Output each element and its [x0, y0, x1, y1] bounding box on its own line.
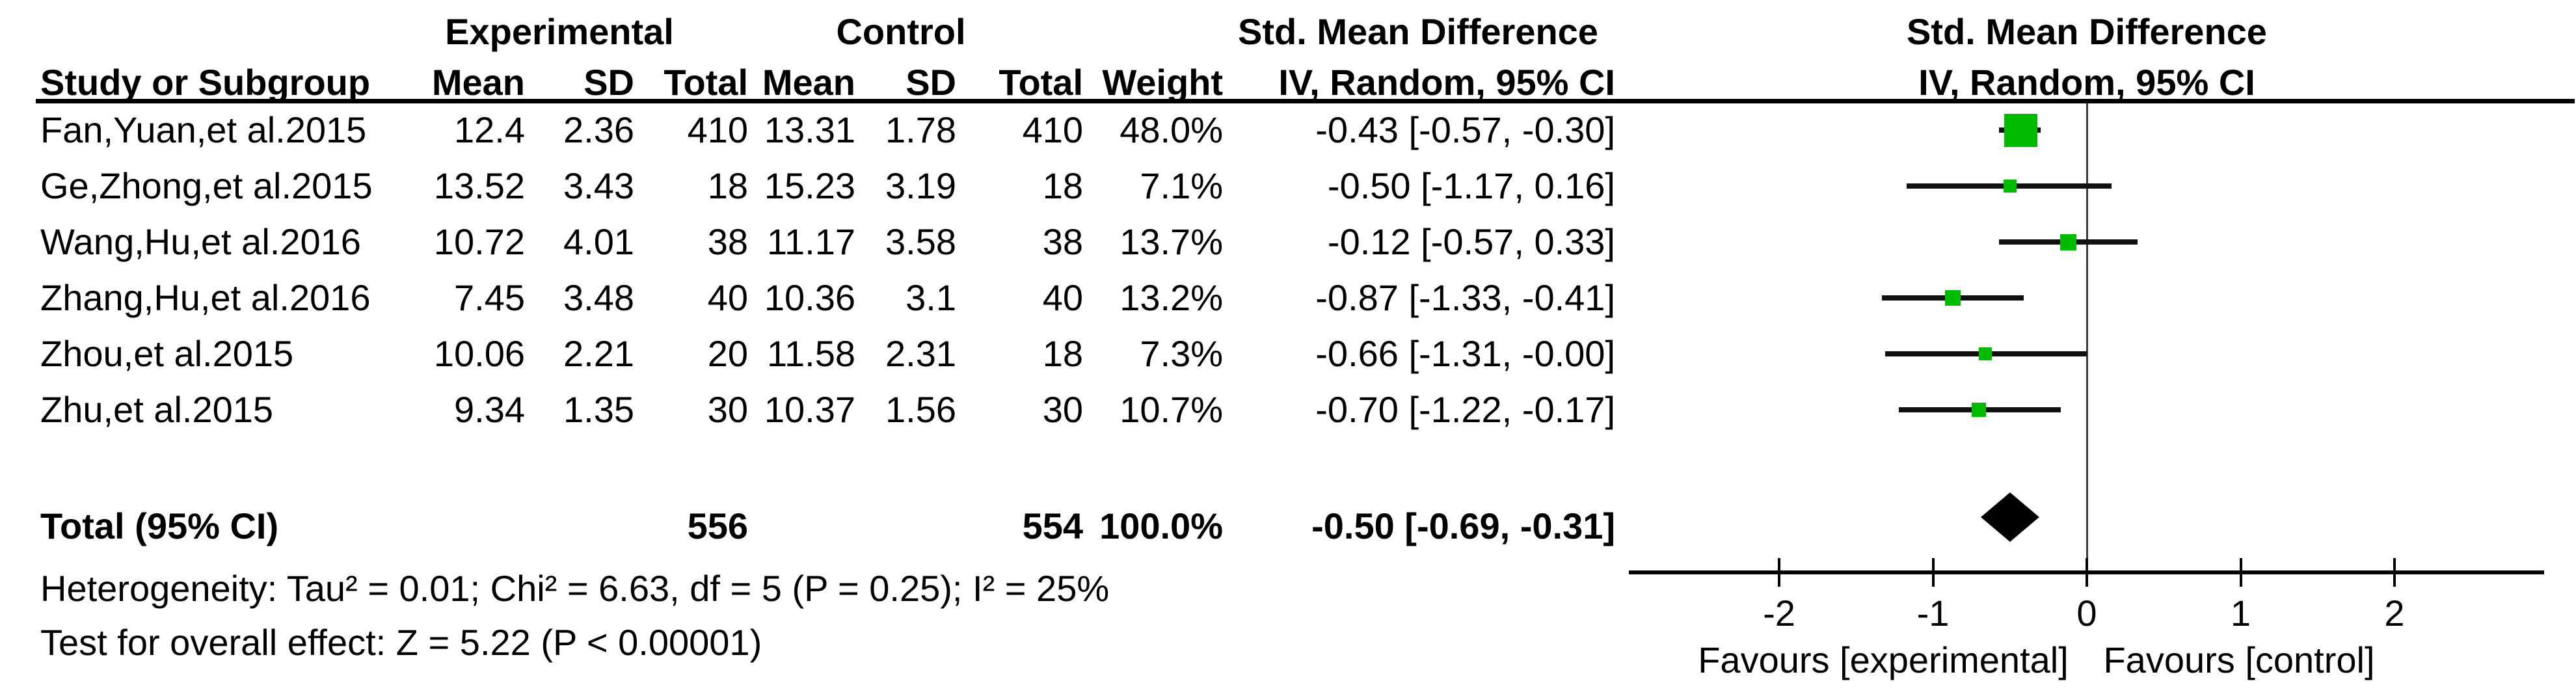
weight-cell: 7.3%: [1140, 333, 1223, 374]
exp-sd-cell: 2.36: [563, 109, 634, 150]
exp-total-cell: 410: [687, 109, 748, 150]
column-group-experimental: Experimental: [445, 11, 674, 52]
study-label: Ge,Zhong,et al.2015: [40, 165, 373, 206]
ctrl-sd-cell: 2.31: [885, 333, 956, 374]
exp-mean-cell: 10.72: [433, 221, 525, 262]
column-header-method-left: IV, Random, 95% CI: [1278, 62, 1615, 103]
weight-cell: 7.1%: [1140, 165, 1223, 206]
exp-sd-cell: 2.21: [563, 333, 634, 374]
ctrl-total-cell: 18: [1042, 165, 1083, 206]
x-axis-tick-label: 2: [2384, 593, 2405, 634]
column-header-exp-sd: SD: [584, 62, 634, 103]
ctrl-total-cell: 38: [1042, 221, 1083, 262]
ctrl-sd-cell: 1.78: [885, 109, 956, 150]
effect-header-plot: Std. Mean Difference: [1907, 11, 2267, 52]
column-header-weight: Weight: [1102, 62, 1223, 103]
ctrl-total-cell: 30: [1042, 389, 1083, 430]
exp-mean-cell: 9.34: [454, 389, 525, 430]
ctrl-total-cell: 18: [1042, 333, 1083, 374]
column-header-ctrl-total: Total: [999, 62, 1083, 103]
header-rule: [36, 99, 2575, 103]
study-point-square: [2003, 180, 2017, 193]
x-axis-tick-label: 0: [2076, 593, 2097, 634]
study-point-square: [2060, 234, 2077, 250]
column-group-control: Control: [836, 11, 966, 52]
study-label: Zhang,Hu,et al.2016: [40, 277, 371, 318]
column-header-method-plot: IV, Random, 95% CI: [1918, 62, 2255, 103]
ci-text-cell: -0.43 [-0.57, -0.30]: [1315, 109, 1615, 150]
ctrl-sd-cell: 3.19: [885, 165, 956, 206]
study-label: Zhu,et al.2015: [40, 389, 274, 430]
weight-cell: 10.7%: [1120, 389, 1223, 430]
exp-total-cell: 30: [707, 389, 748, 430]
ctrl-mean-cell: 15.23: [764, 165, 855, 206]
exp-sd-cell: 3.48: [563, 277, 634, 318]
study-point-square: [1945, 290, 1961, 306]
ci-text-cell: -0.50 [-1.17, 0.16]: [1327, 165, 1615, 206]
exp-total-cell: 40: [707, 277, 748, 318]
favours-experimental-label: Favours [experimental]: [1698, 639, 2069, 680]
study-point-square: [2004, 113, 2037, 147]
ci-text-cell: -0.66 [-1.31, -0.00]: [1315, 333, 1615, 374]
weight-cell: 13.7%: [1120, 221, 1223, 262]
x-axis-tick: [2393, 558, 2396, 587]
column-header-ctrl-mean: Mean: [762, 62, 855, 103]
heterogeneity-note: Heterogeneity: Tau² = 0.01; Chi² = 6.63,…: [40, 568, 1110, 609]
column-header-exp-mean: Mean: [431, 62, 525, 103]
ctrl-total-cell: 410: [1022, 109, 1083, 150]
x-axis-tick: [2239, 558, 2242, 587]
exp-total-cell: 20: [707, 333, 748, 374]
total-row-label: Total (95% CI): [40, 505, 279, 546]
ctrl-mean-cell: 10.37: [764, 389, 855, 430]
exp-sd-cell: 3.43: [563, 165, 634, 206]
study-point-square: [1978, 347, 1992, 360]
x-axis-tick: [2086, 558, 2088, 587]
ci-text-cell: -0.70 [-1.22, -0.17]: [1315, 389, 1615, 430]
exp-mean-cell: 12.4: [454, 109, 525, 150]
study-label: Zhou,et al.2015: [40, 333, 294, 374]
x-axis-tick-label: -1: [1916, 593, 1950, 634]
x-axis-tick: [1931, 558, 1935, 587]
ci-text-cell: -0.12 [-0.57, 0.33]: [1327, 221, 1615, 262]
column-header-exp-total: Total: [664, 62, 748, 103]
total-weight: 100.0%: [1099, 505, 1223, 546]
effect-header-left: Std. Mean Difference: [1238, 11, 1598, 52]
overall-effect-note: Test for overall effect: Z = 5.22 (P < 0…: [40, 622, 762, 663]
ctrl-sd-cell: 3.1: [906, 277, 956, 318]
ctrl-sd-cell: 3.58: [885, 221, 956, 262]
exp-mean-cell: 13.52: [433, 165, 525, 206]
ctrl-mean-cell: 13.31: [764, 109, 855, 150]
total-ci-label: -0.50 [-0.69, -0.31]: [1311, 505, 1615, 546]
exp-mean-cell: 7.45: [454, 277, 525, 318]
favours-control-label: Favours [control]: [2103, 639, 2375, 680]
column-header-study: Study or Subgroup: [40, 62, 371, 103]
column-header-ctrl-sd: SD: [906, 62, 956, 103]
study-point-square: [1972, 403, 1987, 417]
exp-sd-cell: 4.01: [563, 221, 634, 262]
ctrl-sd-cell: 1.56: [885, 389, 956, 430]
exp-mean-cell: 10.06: [433, 333, 525, 374]
zero-effect-line: [2086, 103, 2088, 572]
ctrl-mean-cell: 11.17: [767, 221, 855, 262]
x-axis-tick: [1778, 558, 1780, 587]
ctrl-mean-cell: 11.58: [767, 333, 855, 374]
weight-cell: 13.2%: [1120, 277, 1223, 318]
study-label: Wang,Hu,et al.2016: [40, 221, 361, 262]
total-exp-total: 556: [687, 505, 748, 546]
study-label: Fan,Yuan,et al.2015: [40, 109, 367, 150]
x-axis-tick-label: 1: [2230, 593, 2251, 634]
x-axis-tick-label: -2: [1763, 593, 1795, 634]
ctrl-mean-cell: 10.36: [764, 277, 855, 318]
ci-text-cell: -0.87 [-1.33, -0.41]: [1315, 277, 1615, 318]
exp-sd-cell: 1.35: [563, 389, 634, 430]
exp-total-cell: 18: [707, 165, 748, 206]
weight-cell: 48.0%: [1120, 109, 1223, 150]
pooled-effect-diamond: [1980, 492, 2039, 542]
exp-total-cell: 38: [707, 221, 748, 262]
ctrl-total-cell: 40: [1042, 277, 1083, 318]
total-ctrl-total: 554: [1022, 505, 1083, 546]
